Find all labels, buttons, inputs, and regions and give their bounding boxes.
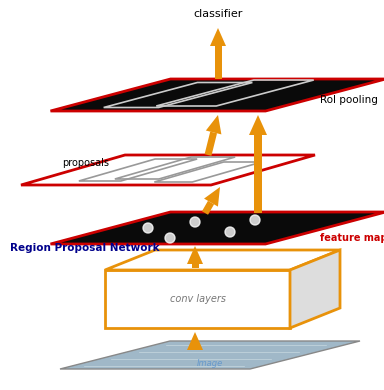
Polygon shape bbox=[60, 341, 360, 369]
Circle shape bbox=[250, 215, 260, 225]
Polygon shape bbox=[192, 342, 199, 350]
Polygon shape bbox=[254, 135, 262, 213]
Polygon shape bbox=[187, 246, 203, 264]
Circle shape bbox=[225, 227, 235, 237]
Polygon shape bbox=[249, 115, 267, 135]
Polygon shape bbox=[192, 264, 199, 268]
Circle shape bbox=[190, 217, 200, 227]
Polygon shape bbox=[204, 187, 220, 207]
Polygon shape bbox=[215, 46, 222, 79]
Text: conv layers: conv layers bbox=[169, 294, 225, 304]
Text: Region Proposal Network: Region Proposal Network bbox=[10, 243, 160, 253]
Polygon shape bbox=[210, 28, 226, 46]
Polygon shape bbox=[206, 115, 222, 135]
Text: feature maps: feature maps bbox=[320, 233, 384, 243]
Polygon shape bbox=[290, 250, 340, 328]
Circle shape bbox=[143, 223, 153, 233]
Polygon shape bbox=[21, 155, 315, 185]
Polygon shape bbox=[51, 79, 384, 111]
Circle shape bbox=[165, 233, 175, 243]
Polygon shape bbox=[51, 212, 384, 244]
Text: Image: Image bbox=[197, 358, 223, 367]
Text: classifier: classifier bbox=[193, 9, 243, 19]
Polygon shape bbox=[105, 250, 340, 270]
Polygon shape bbox=[105, 270, 290, 328]
Polygon shape bbox=[187, 332, 203, 350]
Polygon shape bbox=[205, 131, 217, 156]
Text: RoI pooling: RoI pooling bbox=[320, 95, 378, 105]
Text: proposals: proposals bbox=[62, 158, 109, 168]
Polygon shape bbox=[202, 201, 214, 215]
